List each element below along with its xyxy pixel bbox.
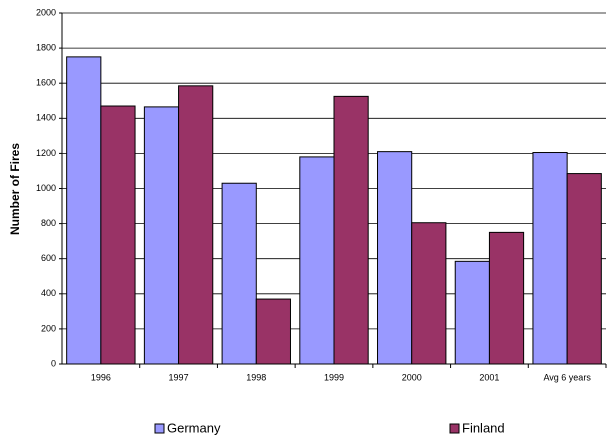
bar — [411, 222, 447, 365]
bar — [66, 56, 102, 365]
bar — [299, 156, 335, 365]
y-tick-label: 800 — [41, 218, 56, 228]
y-tick-label: 1000 — [36, 183, 56, 193]
legend-swatch — [449, 423, 460, 434]
x-tick-label: 2001 — [479, 372, 499, 382]
legend-label: Germany — [167, 420, 221, 435]
bar — [566, 173, 602, 365]
x-tick-label: 1998 — [246, 372, 266, 382]
x-tick-label: 1997 — [169, 372, 189, 382]
y-tick-label: 1400 — [36, 113, 56, 123]
bar — [532, 152, 568, 365]
y-tick-label: 0 — [51, 358, 56, 368]
y-tick-label: 400 — [41, 288, 56, 298]
x-tick-label: 1996 — [91, 372, 111, 382]
bar — [377, 151, 413, 365]
bar — [143, 106, 180, 365]
bar — [100, 105, 136, 365]
bar — [221, 182, 257, 365]
y-tick-label: 1800 — [36, 42, 56, 52]
y-tick-label: 1600 — [36, 78, 56, 88]
y-tick-label: 600 — [41, 253, 56, 263]
legend-swatch — [154, 423, 165, 434]
y-tick-label: 200 — [41, 323, 56, 333]
bar — [178, 85, 214, 365]
bar — [333, 95, 369, 365]
x-tick-label: 1999 — [324, 372, 344, 382]
y-tick-label: 2000 — [36, 7, 56, 17]
y-tick-label: 1200 — [36, 148, 56, 158]
bar — [488, 231, 525, 365]
x-tick-label: 2000 — [402, 372, 422, 382]
x-tick-label: Avg 6 years — [543, 372, 591, 382]
y-axis-label: Number of Fires — [8, 143, 22, 235]
bar — [255, 298, 291, 365]
bar — [454, 260, 490, 365]
legend-label: Finland — [462, 420, 505, 435]
